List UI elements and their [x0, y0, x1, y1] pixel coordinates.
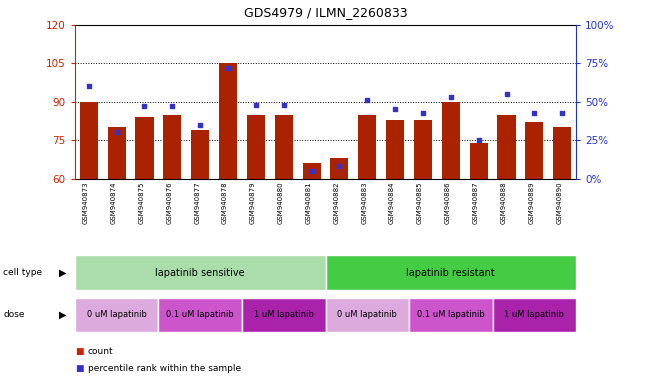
Text: GSM940879: GSM940879 [250, 182, 256, 224]
Bar [326, 255, 576, 290]
Bar [107, 127, 126, 179]
Text: GSM940883: GSM940883 [361, 182, 367, 224]
Point [501, 91, 512, 97]
Bar [75, 298, 158, 332]
Point [139, 103, 150, 109]
Text: GSM940889: GSM940889 [529, 182, 534, 224]
Bar [442, 102, 460, 179]
Bar [553, 127, 572, 179]
Point [334, 163, 344, 169]
Bar [75, 255, 326, 290]
Point [557, 109, 568, 116]
Text: ▶: ▶ [59, 310, 67, 320]
Bar [386, 120, 404, 179]
Bar [79, 102, 98, 179]
Text: dose: dose [3, 310, 25, 319]
Bar [275, 114, 293, 179]
Text: GSM940885: GSM940885 [417, 182, 423, 224]
Text: ■: ■ [75, 364, 83, 373]
Text: GSM940884: GSM940884 [389, 182, 395, 224]
Bar [135, 117, 154, 179]
Point [362, 97, 372, 103]
Text: cell type: cell type [3, 268, 42, 277]
Point [167, 103, 178, 109]
Text: lapatinib resistant: lapatinib resistant [406, 268, 495, 278]
Bar [158, 298, 242, 332]
Text: GSM940882: GSM940882 [333, 182, 339, 224]
Bar [497, 114, 516, 179]
Bar [219, 63, 237, 179]
Bar [247, 114, 265, 179]
Text: 0 uM lapatinib: 0 uM lapatinib [87, 310, 146, 319]
Text: 0.1 uM lapatinib: 0.1 uM lapatinib [166, 310, 234, 319]
Bar [409, 298, 493, 332]
Bar [525, 122, 544, 179]
Bar [469, 143, 488, 179]
Point [83, 83, 94, 89]
Point [251, 102, 261, 108]
Bar [303, 163, 321, 179]
Text: ■: ■ [75, 347, 83, 356]
Text: GSM940887: GSM940887 [473, 182, 478, 224]
Text: GSM940890: GSM940890 [556, 182, 562, 224]
Text: GSM940880: GSM940880 [278, 182, 284, 224]
Text: GSM940876: GSM940876 [167, 182, 173, 224]
Text: percentile rank within the sample: percentile rank within the sample [88, 364, 241, 373]
Point [473, 137, 484, 143]
Point [279, 102, 289, 108]
Point [390, 106, 400, 113]
Text: GSM940878: GSM940878 [222, 182, 228, 224]
Text: lapatinib sensitive: lapatinib sensitive [156, 268, 245, 278]
Bar [493, 298, 576, 332]
Text: GSM940877: GSM940877 [194, 182, 201, 224]
Bar [242, 298, 326, 332]
Text: ▶: ▶ [59, 268, 67, 278]
Bar [330, 158, 348, 179]
Point [111, 129, 122, 136]
Text: count: count [88, 347, 113, 356]
Text: GSM940874: GSM940874 [111, 182, 117, 224]
Text: 1 uM lapatinib: 1 uM lapatinib [505, 310, 564, 319]
Text: GSM940873: GSM940873 [83, 182, 89, 224]
Bar [163, 114, 182, 179]
Point [195, 122, 206, 128]
Point [445, 94, 456, 100]
Point [223, 65, 233, 71]
Bar [326, 298, 409, 332]
Point [529, 109, 540, 116]
Point [418, 109, 428, 116]
Text: GSM940888: GSM940888 [501, 182, 506, 224]
Bar [358, 114, 376, 179]
Text: GSM940886: GSM940886 [445, 182, 450, 224]
Text: 0 uM lapatinib: 0 uM lapatinib [337, 310, 397, 319]
Text: GSM940875: GSM940875 [139, 182, 145, 224]
Bar [414, 120, 432, 179]
Point [307, 168, 317, 174]
Bar [191, 130, 209, 179]
Text: 1 uM lapatinib: 1 uM lapatinib [254, 310, 314, 319]
Text: 0.1 uM lapatinib: 0.1 uM lapatinib [417, 310, 485, 319]
Text: GDS4979 / ILMN_2260833: GDS4979 / ILMN_2260833 [243, 6, 408, 19]
Text: GSM940881: GSM940881 [305, 182, 312, 224]
